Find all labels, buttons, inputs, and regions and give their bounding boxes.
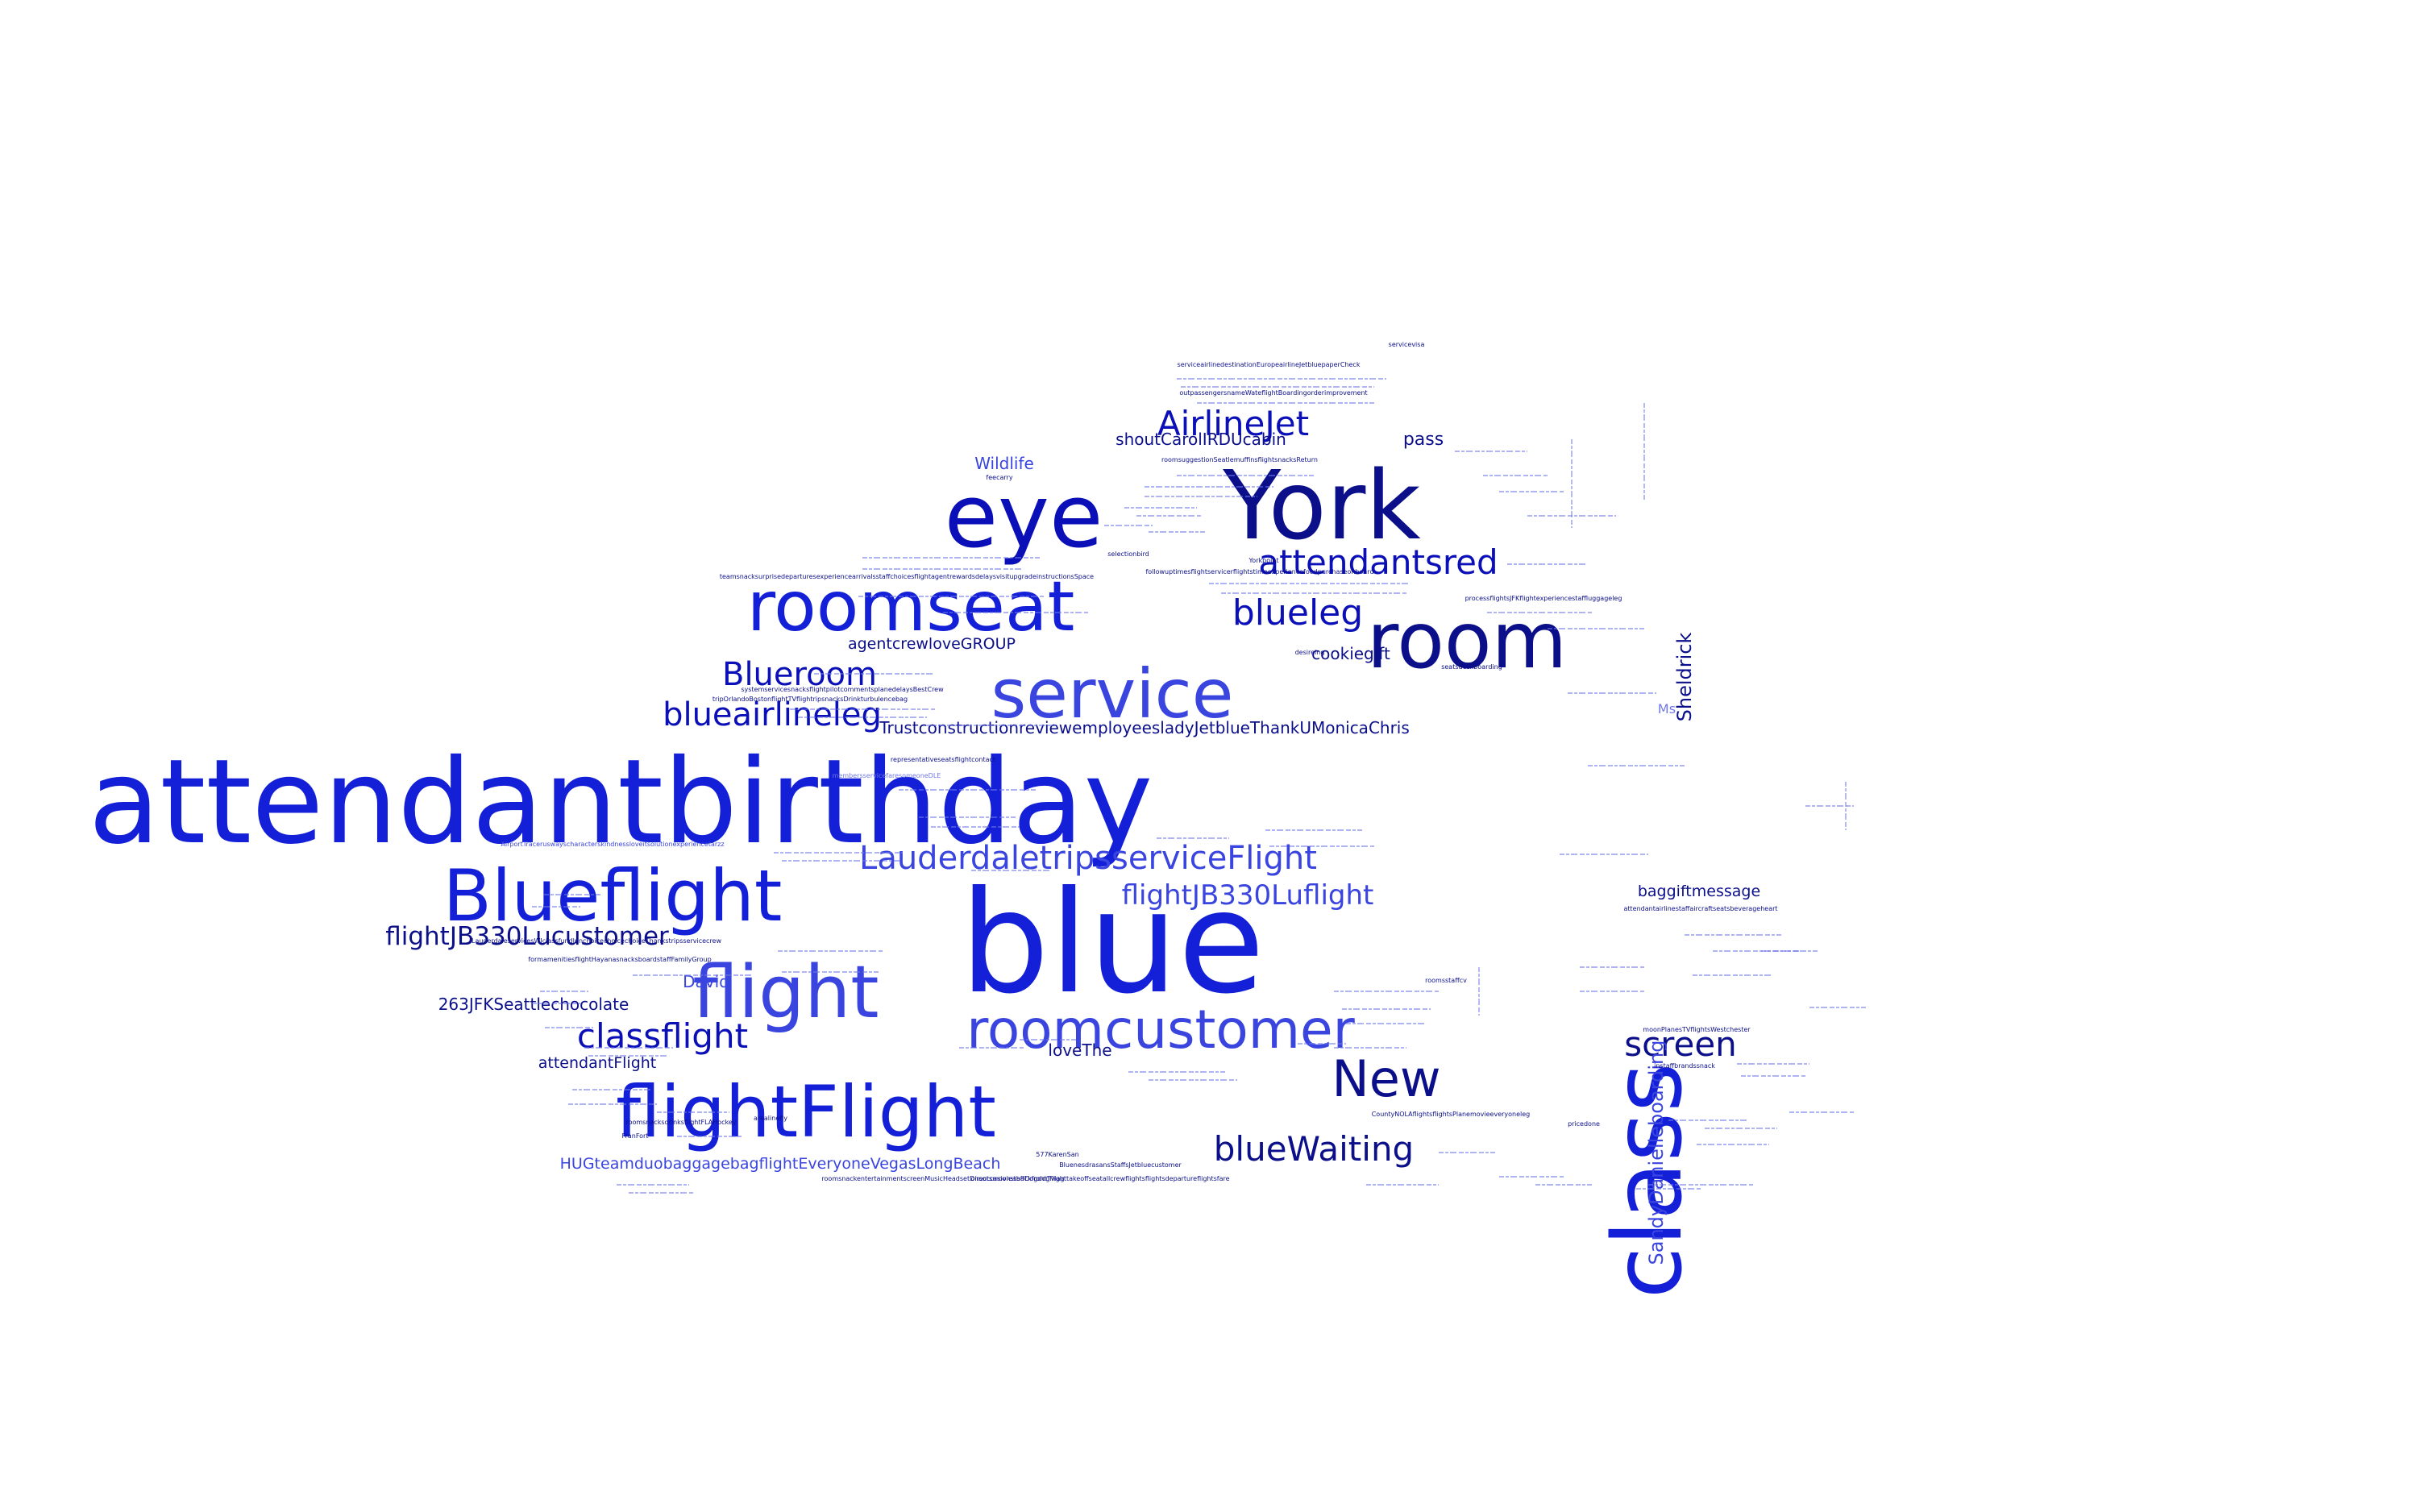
cloud-word: moonPlanesTVflightsWestchester [1643, 1026, 1751, 1033]
cloud-word: FranFort [622, 1132, 649, 1140]
cloud-word: classflight [577, 1016, 748, 1056]
cloud-word: blue [960, 862, 1265, 1025]
cloud-word: seatsdeskboarding [1441, 663, 1502, 671]
cloud-word: screen [1624, 1024, 1737, 1064]
cloud-word: arealinefly [754, 1115, 787, 1122]
cloud-word: pricedone [1568, 1120, 1600, 1128]
cloud-word: flightJB330Luflight [1122, 879, 1374, 912]
cloud-word: cookiegift [1311, 644, 1390, 663]
cloud-word: LauderdaletripsserviceFlight [859, 840, 1317, 877]
cloud-word: roomsnacksdrinksflightFLAHockey [625, 1119, 736, 1126]
cloud-word: roomseat [747, 567, 1075, 647]
cloud-word: AirlineJet [1157, 404, 1309, 443]
cloud-word: Ms [1658, 701, 1676, 717]
cloud-word: onsoccasionstaffDogdogflighttakeoffseata… [970, 1175, 1229, 1182]
cloud-word: Blueflight [443, 854, 783, 937]
cloud-word: roomsstaffcv [1425, 977, 1467, 984]
cloud-word: formamenitiesflightHayanasnacksboardstaf… [528, 956, 711, 963]
cloud-word: pass [1403, 430, 1444, 450]
cloud-word: Yorkpoint [1248, 557, 1278, 564]
cloud-word: flightJB330Lucustomer [385, 922, 669, 951]
cloud-word: shoutCarolIRDUcabin [1116, 430, 1286, 449]
cloud-word: feecarry [986, 474, 1012, 481]
cloud-word: roomsnackentertainmentscreenMusicHeadset… [821, 1175, 1064, 1182]
cloud-word: CountyNOLAflightsflightsPlanemovieeveryo… [1372, 1111, 1531, 1118]
cloud-word: blueWaiting [1214, 1129, 1414, 1169]
cloud-word: Sheldrick [1673, 633, 1696, 722]
cloud-word: attendantFlight [538, 1054, 657, 1072]
cloud-word: attendantsred [1258, 542, 1498, 582]
cloud-word: class [1592, 1063, 1703, 1299]
cloud-word: blueleg [1232, 592, 1363, 633]
cloud-word: SandyDanielleboarding [1645, 1041, 1668, 1265]
cloud-word: representativeseatsflightcontact [891, 756, 995, 763]
cloud-word: eye [945, 467, 1103, 567]
cloud-word: agentcrewloveGROUP [848, 635, 1016, 653]
cloud-word: AirportTraceruswayscharacterskindnesslov… [501, 841, 724, 848]
cloud-word: blueairlineleg [663, 696, 882, 733]
cloud-word: BluenesdrasansStaffsJetbluecustomer [1059, 1161, 1182, 1169]
cloud-word: York [1222, 450, 1420, 561]
cloud-word: roomcustomer [966, 999, 1355, 1061]
cloud-word: instaffbrandssnack [1654, 1062, 1715, 1070]
cloud-word: membersservicefaresomeoneDLE [833, 772, 941, 779]
cloud-word: loveThe [1048, 1041, 1111, 1060]
cloud-word: followuptimesflightservicerflightstimeex… [1145, 568, 1373, 575]
cloud-word: service [991, 654, 1234, 733]
cloud-word: room [1367, 596, 1567, 686]
cloud-word: attendantbirthday [89, 734, 1153, 870]
cloud-word: processflightsJFKflightexperiencestafflu… [1465, 595, 1622, 602]
cloud-word: attendantairlinestaffaircraftseatsbevera… [1623, 905, 1777, 912]
cloud-word: serviceairlinedestinationEuropeairlineJe… [1178, 361, 1361, 368]
cloud-word: New [1332, 1049, 1440, 1108]
cloud-word: selectionbird [1107, 550, 1149, 558]
cloud-word: LauderdaleservicesWJclassfundlunchoicech… [472, 937, 721, 945]
cloud-word: outpassengersnameWateflightBoardingorder… [1179, 389, 1367, 397]
cloud-word: TrustconstructionreviewemployeesladyJetb… [879, 718, 1410, 737]
cloud-word: 577KarenSan [1036, 1151, 1078, 1158]
filler-layer [532, 378, 1866, 1194]
cloud-word: desireing [1295, 649, 1325, 656]
cloud-word: flight [692, 950, 879, 1035]
cloud-word: teamsnacksurprisedeparturesexperiencearr… [720, 573, 1094, 580]
cloud-word: Wildlife [974, 454, 1034, 473]
cloud-word: systemservicesnacksflightpilotcommentspl… [741, 686, 944, 693]
cloud-word: tripOrlandoBostonflightTVflightripsnacks… [713, 696, 908, 703]
cloud-word: servicevisa [1389, 341, 1425, 348]
cloud-word: roomsuggestionSeatlemuffinsflightsnacksR… [1161, 456, 1318, 463]
cloud-word: baggiftmessage [1638, 883, 1760, 900]
cloud-word: HUGteamduobaggagebagflightEveryoneVegasL… [560, 1155, 1001, 1173]
